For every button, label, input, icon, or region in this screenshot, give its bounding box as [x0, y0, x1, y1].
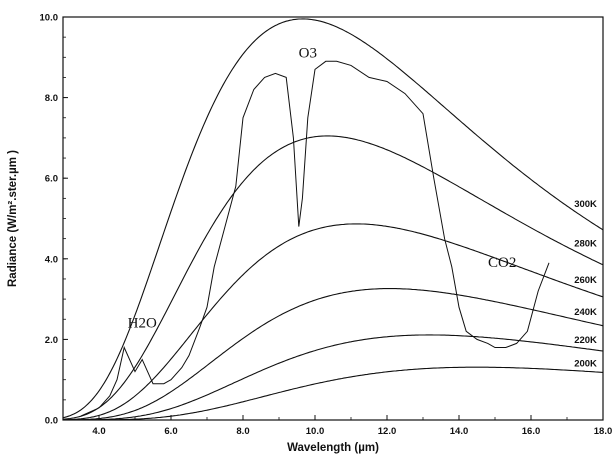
annotation-co2: CO2 — [488, 255, 516, 271]
x-axis-label: Wavelength (µm) — [287, 442, 379, 454]
annotation-o3: O3 — [299, 45, 317, 61]
curve-label-240K: 240K — [574, 307, 597, 318]
curve-label-200K: 200K — [574, 359, 597, 370]
y-tick-label: 4.0 — [45, 254, 58, 265]
y-tick-label: 0.0 — [45, 416, 58, 427]
y-tick-label: 2.0 — [45, 335, 58, 346]
blackbody-curve-260K — [63, 223, 604, 421]
measured-spectrum-line — [80, 60, 550, 417]
x-tick-label: 6.0 — [164, 426, 177, 437]
gas-annotations: O3 H2O CO2 — [128, 45, 517, 331]
blackbody-curve-240K — [62, 288, 604, 421]
x-tick-label: 4.0 — [92, 426, 105, 437]
y-tick-label: 6.0 — [45, 174, 58, 185]
blackbody-curve-220K — [63, 334, 604, 421]
x-tick-label: 16.0 — [522, 426, 541, 437]
curve-label-220K: 220K — [574, 335, 597, 346]
curve-label-300K: 300K — [574, 199, 597, 210]
y-tick-label: 10.0 — [40, 13, 59, 24]
curve-label-260K: 260K — [574, 275, 597, 286]
y-axis-ticks: 0.0 2.0 4.0 6.0 8.0 10.0 — [40, 13, 68, 427]
y-axis-label: Radiance (W/m².ster.µm ) — [7, 150, 19, 287]
blackbody-curve-280K — [62, 135, 604, 420]
x-tick-label: 18.0 — [594, 426, 613, 437]
curve-labels: 300K 280K 260K 240K 220K 200K — [574, 199, 597, 370]
blackbody-curves — [62, 18, 604, 421]
x-tick-label: 8.0 — [236, 426, 249, 437]
y-tick-label: 8.0 — [45, 93, 58, 104]
blackbody-curve-200K — [63, 366, 604, 421]
x-axis-ticks: 4.0 6.0 8.0 10.0 12.0 14.0 16.0 18.0 — [62, 415, 613, 437]
x-tick-label: 10.0 — [306, 426, 325, 437]
blackbody-curve-300K — [62, 18, 604, 419]
curve-label-280K: 280K — [574, 239, 597, 250]
x-tick-label: 14.0 — [450, 426, 469, 437]
annotation-h2o: H2O — [128, 315, 157, 331]
x-tick-label: 12.0 — [378, 426, 397, 437]
plot-frame — [62, 16, 604, 421]
